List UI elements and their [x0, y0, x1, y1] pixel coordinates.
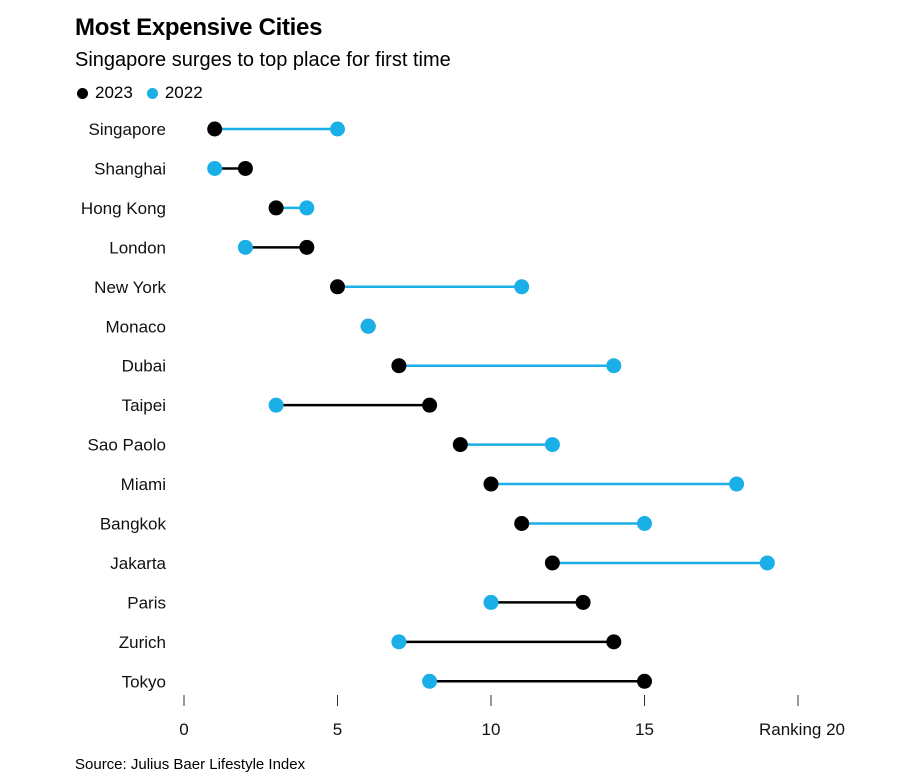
point-2022-new-york — [514, 279, 530, 295]
point-2023-dubai — [391, 358, 407, 374]
point-2022-sao-paolo — [544, 437, 560, 453]
legend-swatch-2023 — [77, 87, 88, 99]
chart-subtitle: Singapore surges to top place for first … — [75, 49, 451, 71]
source-note: Source: Julius Baer Lifestyle Index — [75, 756, 306, 773]
legend-label-2023: 2023 — [95, 83, 133, 102]
legend-swatch-2022 — [146, 87, 158, 99]
chart-legend: 2023 2022 — [77, 83, 217, 103]
x-tick-label-15: 15 — [635, 720, 654, 739]
x-tick-label-20: Ranking 20 — [759, 720, 845, 739]
point-2023-jakarta — [544, 555, 560, 571]
point-2023-paris — [575, 594, 591, 610]
x-tick-label-0: 0 — [179, 720, 188, 739]
row-label-dubai: Dubai — [122, 357, 166, 376]
point-2023-london — [299, 239, 315, 255]
row-label-miami: Miami — [121, 475, 166, 494]
legend-item-2022: 2022 — [146, 83, 203, 103]
point-2022-zurich — [391, 634, 407, 650]
row-label-singapore: Singapore — [88, 120, 166, 139]
point-2023-sao-paolo — [452, 437, 468, 453]
point-2023-shanghai — [237, 160, 253, 176]
point-2022-monaco — [360, 318, 376, 334]
legend-item-2023: 2023 — [77, 83, 133, 103]
x-tick-label-5: 5 — [333, 720, 342, 739]
point-2023-singapore — [207, 121, 223, 137]
point-2022-bangkok — [637, 516, 652, 531]
point-2022-singapore — [330, 121, 345, 137]
row-label-monaco: Monaco — [106, 317, 166, 336]
row-label-sao-paolo: Sao Paolo — [88, 436, 166, 455]
row-label-paris: Paris — [127, 593, 166, 612]
point-2022-dubai — [606, 358, 622, 374]
legend-label-2022: 2022 — [164, 83, 203, 102]
point-2022-taipei — [268, 397, 284, 413]
point-2023-new-york — [330, 279, 345, 295]
point-2022-tokyo — [422, 673, 438, 689]
row-label-zurich: Zurich — [119, 633, 166, 652]
row-label-tokyo: Tokyo — [122, 672, 166, 691]
row-label-taipei: Taipei — [122, 396, 166, 415]
point-2023-zurich — [606, 634, 622, 650]
row-label-jakarta: Jakarta — [110, 554, 166, 573]
point-2023-hong-kong — [268, 200, 284, 216]
point-2022-hong-kong — [299, 200, 315, 216]
point-2022-jakarta — [759, 555, 775, 571]
chart-title: Most Expensive Cities — [75, 14, 323, 41]
row-label-shanghai: Shanghai — [94, 159, 166, 178]
point-2023-miami — [483, 476, 499, 492]
point-2022-miami — [729, 476, 745, 492]
point-2022-london — [237, 239, 253, 255]
point-2022-paris — [483, 594, 499, 610]
point-2022-shanghai — [207, 160, 223, 176]
row-label-bangkok: Bangkok — [100, 515, 167, 534]
row-label-london: London — [109, 238, 166, 257]
point-2023-taipei — [422, 397, 438, 413]
point-2023-bangkok — [514, 516, 530, 531]
row-label-new-york: New York — [94, 278, 166, 297]
x-tick-label-10: 10 — [482, 720, 501, 739]
row-label-hong-kong: Hong Kong — [81, 199, 166, 218]
point-2023-tokyo — [637, 673, 652, 689]
